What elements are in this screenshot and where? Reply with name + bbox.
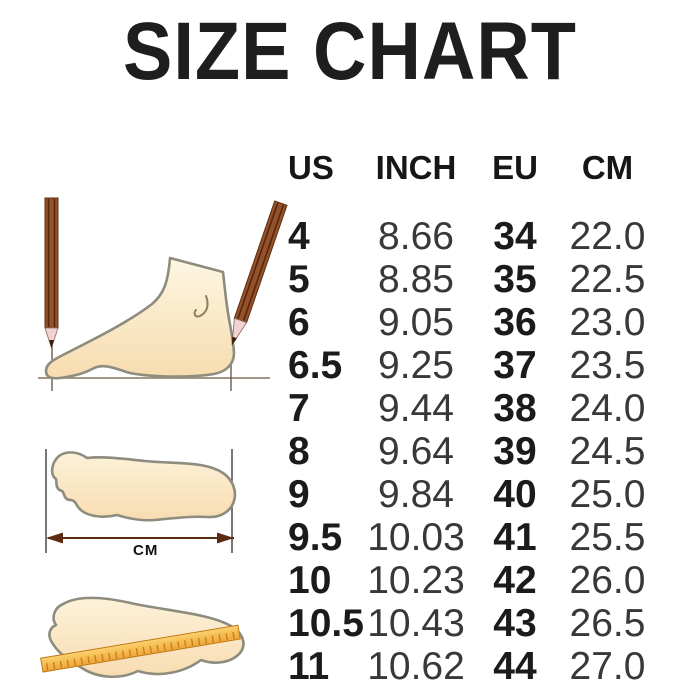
us-size-value: 6.5 (288, 344, 343, 387)
table-row: 8 9.64 39 24.5 (277, 430, 660, 473)
cm-arrow-label: CM (133, 542, 158, 559)
us-size-value: 7 (288, 387, 310, 430)
us-size-value: 9.5 (288, 516, 343, 559)
eu-size-value: 41 (493, 516, 537, 559)
inch-value: 9.84 (378, 473, 454, 516)
table-body: 4 8.66 34 22.0 5 8.85 35 22.5 6 9.05 36 … (277, 215, 660, 688)
cm-value: 23.0 (569, 301, 646, 344)
inch-value: 9.25 (378, 344, 454, 387)
inch-value: 9.05 (378, 301, 454, 344)
inch-value: 10.43 (367, 602, 465, 645)
cm-value: 25.5 (569, 516, 646, 559)
footprint-ruler-illustration (40, 596, 245, 678)
inch-value: 10.03 (367, 516, 465, 559)
cm-value: 24.5 (569, 430, 646, 473)
us-size-value: 8 (288, 430, 310, 473)
inch-value: 8.66 (378, 215, 454, 258)
inch-value: 9.64 (378, 430, 454, 473)
table-row: 4 8.66 34 22.0 (277, 215, 660, 258)
table-row: 5 8.85 35 22.5 (277, 258, 660, 301)
eu-size-value: 43 (493, 602, 537, 645)
table-row: 10.5 10.43 43 26.5 (277, 602, 660, 645)
eu-size-value: 35 (493, 258, 537, 301)
us-size-value: 9 (288, 473, 310, 516)
table-row: 9.5 10.03 41 25.5 (277, 516, 660, 559)
inch-value: 10.62 (367, 645, 465, 688)
table-row: 6.5 9.25 37 23.5 (277, 344, 660, 387)
eu-size-value: 39 (493, 430, 537, 473)
pencil-icon (44, 197, 59, 350)
eu-size-value: 42 (493, 559, 537, 602)
cm-value: 23.5 (569, 344, 646, 387)
cm-value: 24.0 (569, 387, 646, 430)
inch-value: 8.85 (378, 258, 454, 301)
us-size-value: 6 (288, 301, 310, 344)
cm-value: 27.0 (569, 645, 646, 688)
column-header-us: US (288, 148, 334, 186)
us-size-value: 11 (288, 645, 330, 688)
inch-value: 9.44 (378, 387, 454, 430)
cm-value: 22.0 (569, 215, 646, 258)
table-header-row: US INCH EU CM (277, 140, 660, 195)
size-conversion-table: US INCH EU CM 4 8.66 34 22.0 5 8.85 35 2… (277, 140, 660, 689)
us-size-value: 10.5 (288, 602, 364, 645)
eu-size-value: 34 (493, 215, 537, 258)
us-size-value: 5 (288, 258, 310, 301)
table-row: 9 9.84 40 25.0 (277, 473, 660, 516)
eu-size-value: 38 (493, 387, 537, 430)
measure-arrow (46, 532, 234, 544)
cm-value: 25.0 (569, 473, 646, 516)
column-header-eu: EU (492, 148, 538, 186)
ankle-mark (193, 295, 209, 318)
eu-size-value: 40 (493, 473, 537, 516)
table-row: 7 9.44 38 24.0 (277, 387, 660, 430)
us-size-value: 4 (288, 215, 310, 258)
table-row: 10 10.23 42 26.0 (277, 559, 660, 602)
page-title: SIZE CHART (123, 5, 577, 97)
foot-measurement-illustration (38, 197, 288, 391)
column-header-cm: CM (581, 148, 634, 186)
cm-value: 26.0 (569, 559, 646, 602)
eu-size-value: 36 (493, 301, 537, 344)
footprint-length-illustration: CM (45, 449, 237, 559)
ruler-icon (40, 624, 241, 673)
inch-value: 10.23 (367, 559, 465, 602)
us-size-value: 10 (288, 559, 332, 602)
table-row: 6 9.05 36 23.0 (277, 301, 660, 344)
cm-value: 26.5 (569, 602, 646, 645)
eu-size-value: 37 (493, 344, 537, 387)
column-header-inch: INCH (375, 148, 457, 186)
pencil-icon (231, 200, 288, 346)
cm-value: 22.5 (569, 258, 646, 301)
table-row: 11 10.62 44 27.0 (277, 645, 660, 688)
footprint-outline (50, 451, 237, 522)
eu-size-value: 44 (493, 645, 537, 688)
foot-outline (44, 256, 236, 380)
